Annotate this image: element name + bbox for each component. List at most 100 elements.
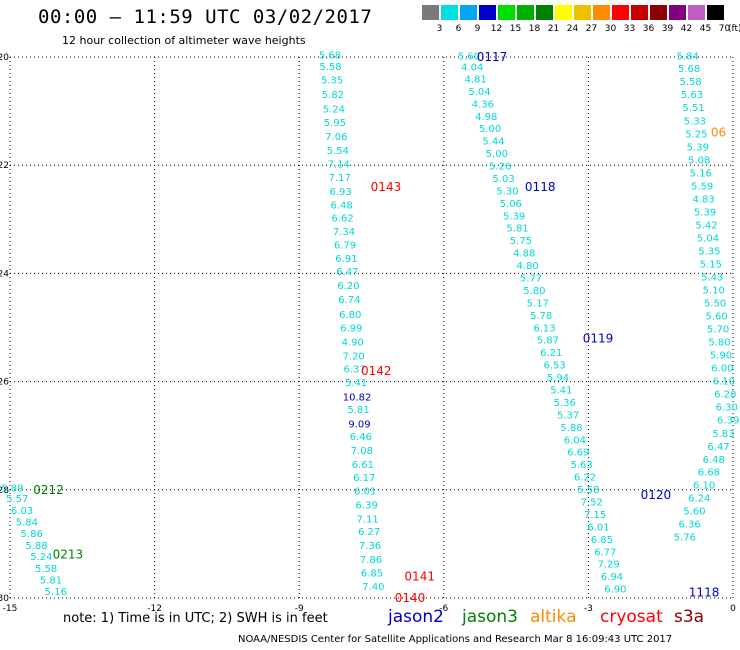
- wave-height-value: 7.17: [329, 173, 351, 184]
- wave-height-value: 6.46: [350, 432, 372, 443]
- wave-height-value: 5.63: [681, 90, 703, 101]
- wave-height-value: 5.88: [25, 541, 47, 552]
- wave-height-value: 5.16: [690, 169, 712, 180]
- wave-height-value: 6.48: [330, 200, 352, 211]
- color-scale-label: 3: [436, 24, 443, 34]
- legend-s3a: s3a: [674, 607, 705, 627]
- x-tick-label: -15: [3, 604, 18, 614]
- wave-height-value: 6.01: [587, 522, 609, 533]
- color-scale-label: 9: [474, 24, 481, 34]
- color-scale-swatch: [650, 5, 667, 20]
- wave-height-value: 6.91: [335, 254, 357, 265]
- x-tick-label: 0: [730, 604, 736, 614]
- color-scale-swatch: [536, 5, 553, 20]
- y-tick-label: -26: [0, 378, 9, 388]
- color-scale-swatch: [593, 5, 610, 20]
- wave-height-value: 6.10: [713, 376, 735, 387]
- wave-height-value: 6.93: [330, 187, 352, 198]
- wave-height-value: 7.86: [360, 555, 382, 566]
- wave-height-value: 5.58: [577, 485, 599, 496]
- wave-height-value: 5.39: [503, 211, 525, 222]
- wave-height-value: 5.58: [35, 564, 57, 575]
- color-scale-label: 30: [604, 24, 617, 34]
- color-scale-swatch: [498, 5, 515, 20]
- color-scale-swatch: [422, 5, 439, 20]
- color-scale-swatch: [669, 5, 686, 20]
- wave-height-value: 4.04: [461, 63, 483, 74]
- wave-height-value: 4.98: [475, 112, 497, 123]
- wave-height-value: 5.51: [682, 103, 704, 114]
- wave-height-value: 5.84: [16, 518, 38, 529]
- color-scale-swatch: [479, 5, 496, 20]
- wave-height-value: 7.29: [598, 560, 620, 571]
- wave-height-value: 5.00: [486, 149, 508, 160]
- wave-height-value: 5.95: [324, 118, 346, 129]
- pass-label: 0119: [583, 331, 614, 345]
- wave-height-value: 4.88: [513, 249, 535, 260]
- wave-height-value: 6.47: [707, 442, 729, 453]
- wave-height-value: 5.75: [510, 236, 532, 247]
- y-tick-label: -30: [0, 594, 9, 604]
- wave-height-value: 6.01: [354, 487, 376, 498]
- x-tick-label: -9: [295, 604, 304, 614]
- wave-height-value: 5.41: [550, 386, 572, 397]
- wave-height-value: 5.42: [695, 220, 717, 231]
- wave-height-value: 6.04: [564, 435, 586, 446]
- wave-height-value: 5.70: [707, 324, 729, 335]
- legend-cryosat: cryosat: [600, 607, 663, 627]
- wave-height-value: 6.47: [336, 267, 358, 278]
- wave-height-value: 5.80: [523, 286, 545, 297]
- wave-height-value: 5.44: [482, 137, 504, 148]
- wave-height-value: 5.58: [679, 77, 701, 88]
- wave-height-value: 6.53: [544, 361, 566, 372]
- pass-label: 06: [711, 126, 726, 140]
- wave-height-value: 6.10: [693, 481, 715, 492]
- color-scale-label: 39: [661, 24, 674, 34]
- color-scale-swatch: [555, 5, 572, 20]
- wave-height-value: 5.03: [492, 174, 514, 185]
- wave-height-value: 5.80: [708, 337, 730, 348]
- legend-jason3: jason3: [462, 607, 518, 627]
- credit-line: NOAA/NESDIS Center for Satellite Applica…: [238, 634, 673, 645]
- wave-height-value: 7.06: [325, 132, 347, 143]
- wave-height-value: 5.87: [537, 336, 559, 347]
- wave-height-value: 4.90: [342, 337, 364, 348]
- color-scale-label: 6: [455, 24, 462, 34]
- wave-height-value: 4.83: [692, 195, 714, 206]
- wave-height-value: 5.35: [698, 246, 720, 257]
- wave-height-value: 5.50: [704, 298, 726, 309]
- wave-height-value: 5.60: [458, 52, 480, 63]
- x-tick-label: -3: [584, 604, 593, 614]
- wave-height-value: 4.81: [464, 74, 486, 85]
- wave-height-value: 6.20: [337, 281, 359, 292]
- wave-height-value: 6.68: [698, 468, 720, 479]
- wave-height-value: 6.37: [343, 364, 365, 375]
- wave-height-value: 10.82: [343, 393, 372, 404]
- color-scale-unit: (ft): [728, 24, 740, 34]
- wave-height-value: 7.15: [584, 510, 606, 521]
- wave-height-value: 5.78: [530, 311, 552, 322]
- wave-height-value: 5.59: [691, 182, 713, 193]
- color-scale-swatch: [517, 5, 534, 20]
- color-scale-label: 70: [718, 24, 731, 34]
- wave-height-value: 5.82: [322, 90, 344, 101]
- color-scale-label: 45: [699, 24, 712, 34]
- wave-height-value: 6.30: [716, 402, 738, 413]
- pass-label: 0117: [477, 50, 508, 64]
- wave-height-value: 5.63: [571, 460, 593, 471]
- wave-height-value: 6.27: [358, 527, 380, 538]
- pass-label: 1118: [689, 586, 720, 600]
- wave-height-value: 4.80: [517, 261, 539, 272]
- wave-height-value: 5.04: [468, 87, 490, 98]
- color-scale-label: 33: [623, 24, 636, 34]
- color-scale-label: 36: [642, 24, 655, 34]
- wave-height-value: 5.35: [321, 76, 343, 87]
- color-scale-label: 15: [509, 24, 522, 34]
- wave-height-value: 5.06: [500, 199, 522, 210]
- wave-height-value: 5.89: [1, 483, 23, 494]
- wave-height-value: 6.85: [591, 535, 613, 546]
- wave-height-value: 5.88: [560, 423, 582, 434]
- wave-height-value: 5.60: [705, 311, 727, 322]
- wave-height-value: 6.62: [331, 213, 353, 224]
